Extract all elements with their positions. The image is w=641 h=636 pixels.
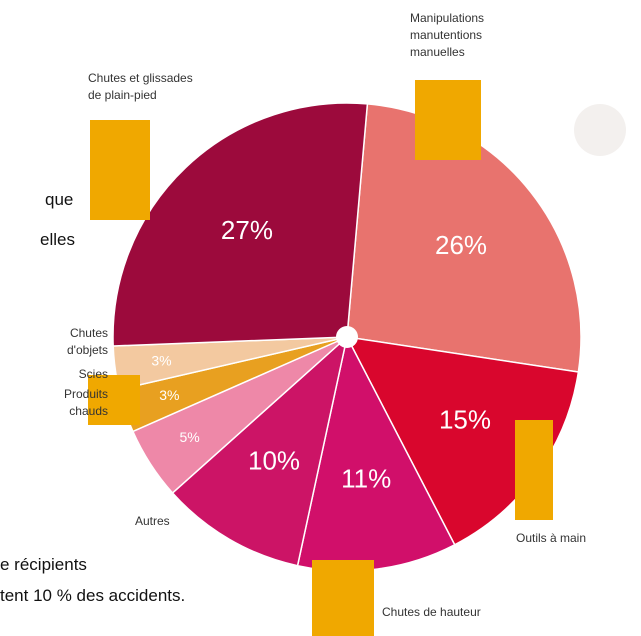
category-label: Chutes et glissades de plain-pied bbox=[88, 70, 193, 104]
category-label: Manipulations manutentions manuelles bbox=[410, 10, 484, 61]
page: 26% 15% 11% 10% 5% 3% 3% 27% que elles e récipi… bbox=[0, 0, 641, 636]
body-text: e récipients bbox=[0, 555, 87, 575]
category-label: Chutes de hauteur bbox=[382, 604, 481, 621]
icon bbox=[415, 80, 481, 160]
value-label: 26% bbox=[435, 230, 487, 260]
value-label: 27% bbox=[221, 215, 273, 245]
value-label: 15% bbox=[439, 404, 491, 434]
decor-circle bbox=[574, 104, 626, 156]
value-label: 3% bbox=[151, 352, 171, 368]
category-label: Scies bbox=[79, 366, 108, 383]
value-label: 3% bbox=[159, 387, 179, 403]
body-text: que bbox=[45, 190, 73, 210]
category-label: Autres bbox=[135, 513, 170, 530]
category-label: Outils à main bbox=[516, 530, 586, 547]
icon bbox=[312, 560, 374, 636]
body-text: elles bbox=[40, 230, 75, 250]
value-label: 5% bbox=[180, 429, 200, 445]
icon bbox=[90, 120, 150, 220]
body-text: tent 10 % des accidents. bbox=[0, 586, 185, 606]
icon bbox=[515, 420, 553, 520]
value-label: 11% bbox=[341, 464, 391, 494]
category-label: Produits chauds bbox=[64, 386, 108, 420]
value-label: 10% bbox=[248, 445, 300, 475]
category-label: Chutes d'objets bbox=[67, 325, 108, 359]
center-dot bbox=[336, 326, 358, 348]
